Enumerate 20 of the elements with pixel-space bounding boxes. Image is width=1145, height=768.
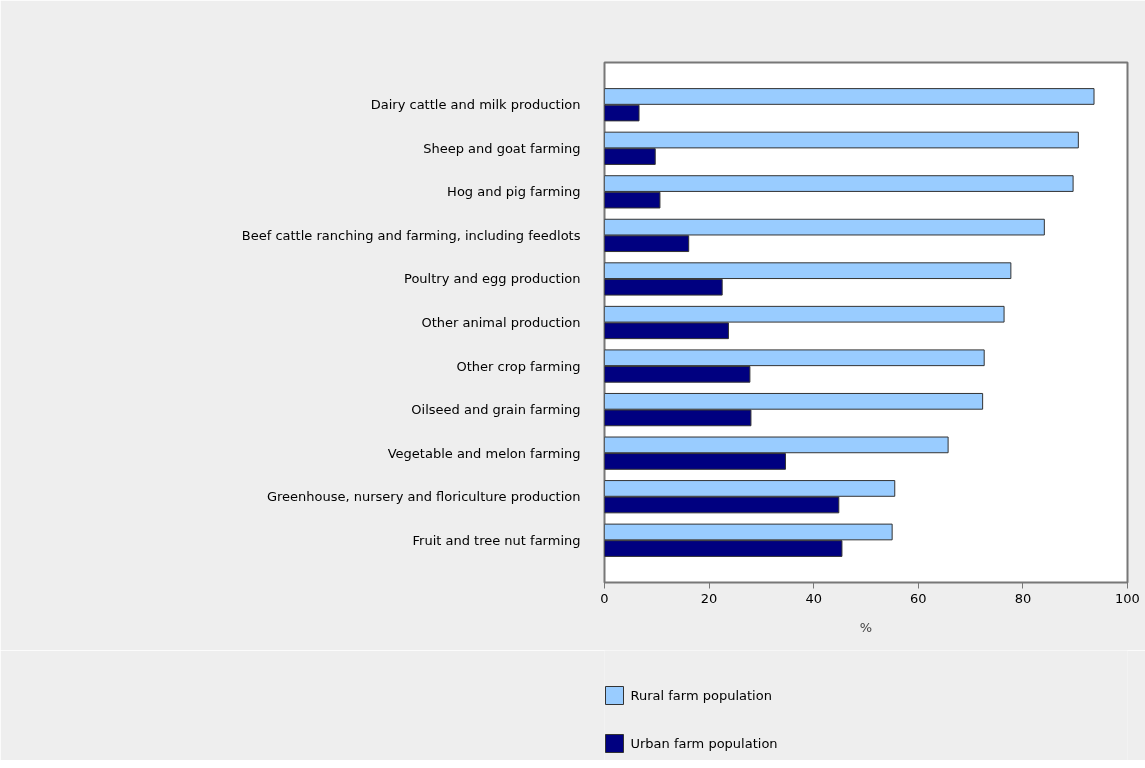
- x-tick-label: 20: [700, 590, 718, 606]
- y-tick-label: Fruit and tree nut farming: [412, 532, 581, 548]
- x-tick-label: 80: [1014, 590, 1032, 606]
- y-tick-label: Other animal production: [421, 315, 581, 330]
- y-tick-label: Poultry and egg production: [404, 271, 581, 287]
- y-tick-label: Sheep and goat farming: [423, 140, 581, 156]
- y-tick-label: Vegetable and melon farming: [387, 445, 581, 461]
- y-tick-label: Hog and pig farming: [447, 184, 581, 200]
- legend-label: Urban farm population: [630, 736, 778, 751]
- y-tick-label: Beef cattle ranching and farming, including feedlots: [241, 227, 581, 243]
- x-axis-title: %: [859, 619, 873, 635]
- x-tick-label: 40: [805, 590, 822, 606]
- x-tick-label: 60: [910, 590, 927, 606]
- x-tick-label: 0: [600, 590, 609, 606]
- x-tick-label: 100: [1115, 590, 1140, 606]
- y-tick-label: Greenhouse, nursery and floriculture production: [266, 489, 581, 505]
- y-tick-label: Other crop farming: [456, 358, 581, 374]
- legend-label: Rural farm population: [630, 688, 772, 703]
- y-tick-label: Dairy cattle and milk production: [370, 97, 581, 113]
- y-tick-label: Oilseed and grain farming: [411, 402, 581, 418]
